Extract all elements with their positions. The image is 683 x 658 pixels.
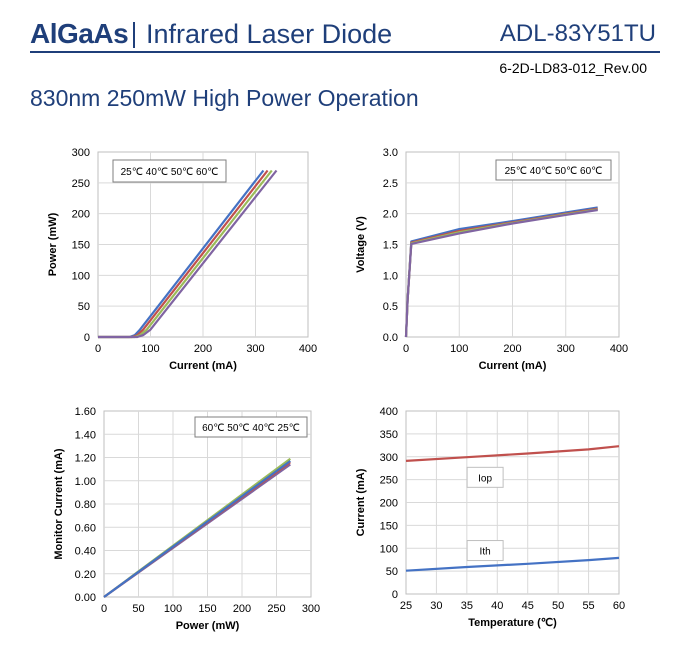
y-tick-label: 250 [72,178,90,190]
y-tick-label: 100 [72,270,90,282]
y-tick-label: 0.00 [75,592,96,604]
y-tick-label: 400 [380,406,398,418]
series-line-25℃ [103,460,291,598]
y-tick-label: 2.0 [383,209,398,221]
y-tick-label: 150 [380,520,398,532]
x-tick-label: 0 [95,343,101,355]
header-separator [133,22,135,48]
y-tick-label: 350 [380,429,398,441]
annotation-box [466,466,504,488]
y-tick-label: 0.40 [75,546,96,558]
series-line-Ith [405,556,620,572]
product-type: Infrared Laser Diode [146,19,393,49]
annotation-label: Ith [480,547,491,558]
section-heading: 830nm 250mW High Power Operation [30,85,419,111]
y-tick-label: 2.5 [383,178,398,190]
y-tick-label: 150 [72,240,90,252]
y-axis-label: Monitor Current (mA) [53,448,65,560]
revision-code: 6-2D-LD83-012_Rev.00 [499,60,647,76]
y-tick-label: 1.40 [75,429,96,441]
x-tick-label: 400 [610,343,628,355]
legend-text: 25℃ 40℃ 50℃ 60℃ [505,166,603,177]
annotation-label: Iop [478,473,492,484]
x-tick-label: 150 [198,603,216,615]
y-tick-label: 1.20 [75,453,96,465]
y-tick-label: 0.80 [75,499,96,511]
legend-box [495,159,612,181]
x-tick-label: 250 [267,603,285,615]
legend-box [194,416,308,438]
chart-2: 0 100 200 300 400 0.0 0.5 1.0 1.5 2.0 2.5 3.0 Curren… [355,147,628,372]
y-tick-label: 0.60 [75,522,96,534]
header-rule [30,51,660,53]
x-tick-label: 200 [194,343,212,355]
x-tick-label: 40 [491,600,503,612]
y-tick-label: 50 [78,301,90,313]
chart-3: 0 50 100 150 200 250 300 0.00 0.20 0.40 0.60 0.80 1.… [53,406,320,632]
part-number: ADL-83Y51TU [499,20,656,47]
x-tick-label: 55 [582,600,594,612]
series-line-Iop [405,445,620,462]
y-axis-label: Power (mW) [47,212,59,276]
x-tick-label: 200 [233,603,251,615]
y-tick-label: 0.20 [75,569,96,581]
series-line-60℃ [404,208,598,338]
x-axis-label: Power (mW) [176,620,240,632]
x-tick-label: 30 [430,600,442,612]
y-axis-label: Current (mA) [355,468,367,536]
y-tick-label: 3.0 [383,147,398,159]
y-tick-label: 100 [380,543,398,555]
x-tick-label: 300 [246,343,264,355]
x-tick-label: 50 [132,603,144,615]
legend-text: 60℃ 50℃ 40℃ 25℃ [202,423,300,434]
y-tick-label: 0 [392,589,398,601]
x-axis-label: Current (mA) [169,360,237,372]
x-tick-label: 100 [164,603,182,615]
legend-box [112,159,227,183]
y-tick-label: 300 [72,147,90,159]
document-header: AlGaAs Infrared Laser Diode ADL-83Y51TU [30,16,660,50]
annotation-box [466,540,504,562]
x-tick-label: 100 [141,343,159,355]
x-tick-label: 35 [461,600,473,612]
series-line-60℃ [98,169,278,339]
y-tick-label: 0.5 [383,301,398,313]
y-tick-label: 200 [380,498,398,510]
y-tick-label: 1.5 [383,240,398,252]
x-tick-label: 25 [400,600,412,612]
y-tick-label: 300 [380,452,398,464]
x-tick-label: 0 [101,603,107,615]
y-tick-label: 1.60 [75,406,96,418]
chart-4: 25 30 35 40 45 50 55 60 0 50 100 150 200 250 300 350 400… [355,406,625,629]
y-tick-label: 1.0 [383,270,398,282]
y-axis-label: Voltage (V) [355,216,367,273]
x-tick-label: 300 [557,343,575,355]
x-tick-label: 45 [522,600,534,612]
x-tick-label: 0 [403,343,409,355]
x-tick-label: 50 [552,600,564,612]
y-tick-label: 200 [72,209,90,221]
chart-1: 0 100 200 300 400 0 50 100 150 200 250 300 Current (… [47,147,317,372]
y-tick-label: 50 [386,566,398,578]
x-tick-label: 60 [613,600,625,612]
x-axis-label: Current (mA) [479,360,547,372]
x-axis-label: Temperature (℃) [468,617,557,629]
y-tick-label: 0.0 [383,332,398,344]
x-tick-label: 100 [450,343,468,355]
x-tick-label: 300 [302,603,320,615]
legend-text: 25℃ 40℃ 50℃ 60℃ [121,167,219,178]
brand-title: AlGaAs [30,18,129,49]
y-tick-label: 1.00 [75,476,96,488]
x-tick-label: 200 [503,343,521,355]
y-tick-label: 250 [380,475,398,487]
y-tick-label: 0 [84,332,90,344]
x-tick-label: 400 [299,343,317,355]
